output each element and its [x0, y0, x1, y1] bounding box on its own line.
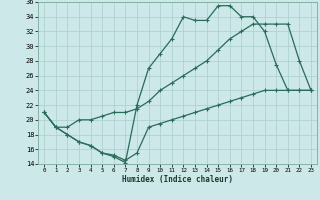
X-axis label: Humidex (Indice chaleur): Humidex (Indice chaleur) [122, 175, 233, 184]
